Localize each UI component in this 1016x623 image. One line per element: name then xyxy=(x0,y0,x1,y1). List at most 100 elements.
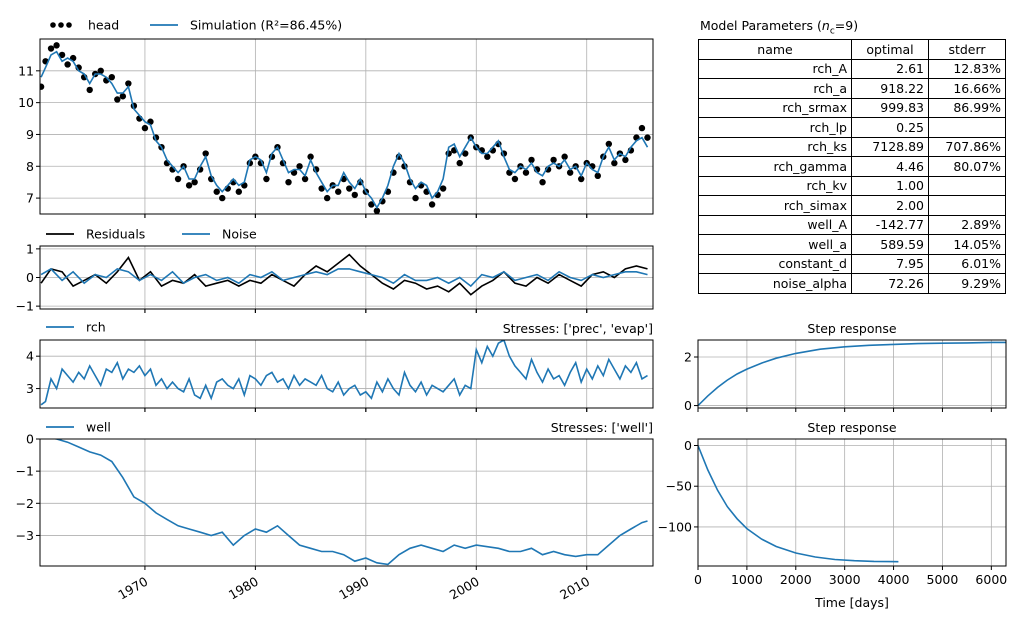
data-point xyxy=(484,153,491,160)
x-tick-label: 1980 xyxy=(226,574,261,603)
parameter-optimal: 2.00 xyxy=(851,195,929,216)
parameter-row: noise_alpha 72.26 9.29% xyxy=(698,273,1006,294)
data-point xyxy=(511,175,519,183)
data-point xyxy=(86,86,93,94)
parameter-optimal: 2.61 xyxy=(851,58,929,79)
parameter-stderr xyxy=(928,175,1006,196)
parameter-name: rch_ks xyxy=(698,136,852,157)
y-tick-label: −50 xyxy=(666,479,692,494)
data-point xyxy=(428,201,436,208)
parameter-name: rch_simax xyxy=(698,195,852,216)
parameter-optimal: 589.59 xyxy=(851,234,929,255)
parameter-name: rch_lp xyxy=(698,117,852,138)
data-point xyxy=(323,194,331,202)
y-tick-label: 1 xyxy=(26,241,34,256)
parameter-name: noise_alpha xyxy=(698,273,852,294)
parameter-stderr xyxy=(928,195,1006,216)
legend-label: Simulation (R²=86.45%) xyxy=(190,18,342,33)
data-point xyxy=(191,178,198,186)
data-point xyxy=(119,93,127,100)
data-point xyxy=(456,159,463,167)
y-tick-label: −3 xyxy=(16,528,34,543)
series-well xyxy=(50,439,648,566)
series-well xyxy=(698,445,899,563)
parameter-row: rch_gamma 4.46 80.07% xyxy=(698,156,1006,177)
y-tick-label: −1 xyxy=(16,299,34,314)
parameter-stderr xyxy=(928,117,1006,138)
data-point xyxy=(561,153,568,160)
data-point xyxy=(40,83,45,90)
y-tick-label: 11 xyxy=(18,63,34,78)
series-head xyxy=(40,42,651,214)
axes-frame xyxy=(39,339,654,409)
panel-rch: 3 4 Stresses: ['prec', 'evap'] xyxy=(26,321,654,412)
x-tick-label: 2010 xyxy=(557,574,592,603)
data-point xyxy=(263,175,270,183)
parameter-optimal: 7128.89 xyxy=(851,136,929,157)
series-line xyxy=(698,445,899,563)
parameter-optimal: 72.26 xyxy=(851,273,929,294)
y-tick-label: −100 xyxy=(658,519,692,534)
data-point xyxy=(412,194,419,202)
parameter-name: rch_gamma xyxy=(698,156,852,177)
data-point xyxy=(528,156,535,164)
data-point xyxy=(307,153,314,160)
parameter-row: well_a 589.59 14.05% xyxy=(698,234,1006,255)
series-line xyxy=(698,341,1006,407)
data-point xyxy=(335,188,342,195)
parameter-stderr: 80.07% xyxy=(928,156,1006,177)
stress-annotation: Stresses: ['prec', 'evap'] xyxy=(503,321,653,336)
data-point xyxy=(202,150,209,157)
data-point xyxy=(622,156,629,164)
data-point xyxy=(108,73,115,81)
y-tick-label: 7 xyxy=(26,191,34,206)
panel-head: 7 8 9 10 11 xyxy=(18,38,654,218)
axes-frame xyxy=(39,438,654,567)
data-point xyxy=(566,169,574,176)
legend-label: head xyxy=(88,18,119,33)
x-tick-label: 2000 xyxy=(780,572,812,587)
x-tick-label: 1000 xyxy=(731,572,763,587)
series-simulation xyxy=(40,50,649,210)
parameter-row: rch_A 2.61 12.83% xyxy=(698,58,1006,79)
parameter-stderr: 86.99% xyxy=(928,97,1006,118)
parameter-name: rch_A xyxy=(698,58,852,79)
data-point xyxy=(462,150,469,157)
parameter-optimal: 1.00 xyxy=(851,175,929,196)
data-point xyxy=(235,188,243,195)
x-tick-label: 1990 xyxy=(336,574,371,603)
parameter-row: constant_d 7.95 6.01% xyxy=(698,253,1006,274)
parameters-title: Model Parameters (nc=9) xyxy=(700,18,859,37)
data-point xyxy=(346,185,353,192)
y-tick-label: 10 xyxy=(18,95,34,110)
parameters-header-row: name optimal stderr xyxy=(698,39,1006,60)
data-point xyxy=(522,169,530,176)
parameter-stderr: 14.05% xyxy=(928,234,1006,255)
data-point xyxy=(141,124,149,132)
data-point xyxy=(373,207,381,214)
data-point xyxy=(539,178,546,186)
parameter-stderr: 707.86% xyxy=(928,136,1006,157)
data-point xyxy=(578,175,585,183)
parameter-optimal: 999.83 xyxy=(851,97,929,118)
data-point xyxy=(439,185,447,192)
legend-head: head xyxy=(50,18,119,33)
x-tick-label: 6000 xyxy=(975,572,1007,587)
parameter-row: rch_a 918.22 16.66% xyxy=(698,78,1006,99)
legend-label: Residuals xyxy=(86,227,145,242)
panel-step-well: 0 −50 −100 Step response 0 1000 2000 3000 4000 50… xyxy=(658,420,1008,610)
data-point xyxy=(550,156,557,164)
parameter-name: rch_a xyxy=(698,78,852,99)
parameter-row: well_A -142.77 2.89% xyxy=(698,214,1006,235)
parameter-stderr: 9.29% xyxy=(928,273,1006,294)
parameter-row: rch_ks 7128.89 707.86% xyxy=(698,136,1006,157)
series-line xyxy=(40,267,648,288)
data-point xyxy=(47,45,55,52)
axes-frame xyxy=(697,438,1007,567)
x-tick-label: 1970 xyxy=(115,574,150,603)
legend-simulation: Simulation (R²=86.45%) xyxy=(150,18,342,33)
header-name: name xyxy=(698,39,852,60)
legend-label: well xyxy=(86,420,111,435)
parameter-optimal: -142.77 xyxy=(851,214,929,235)
